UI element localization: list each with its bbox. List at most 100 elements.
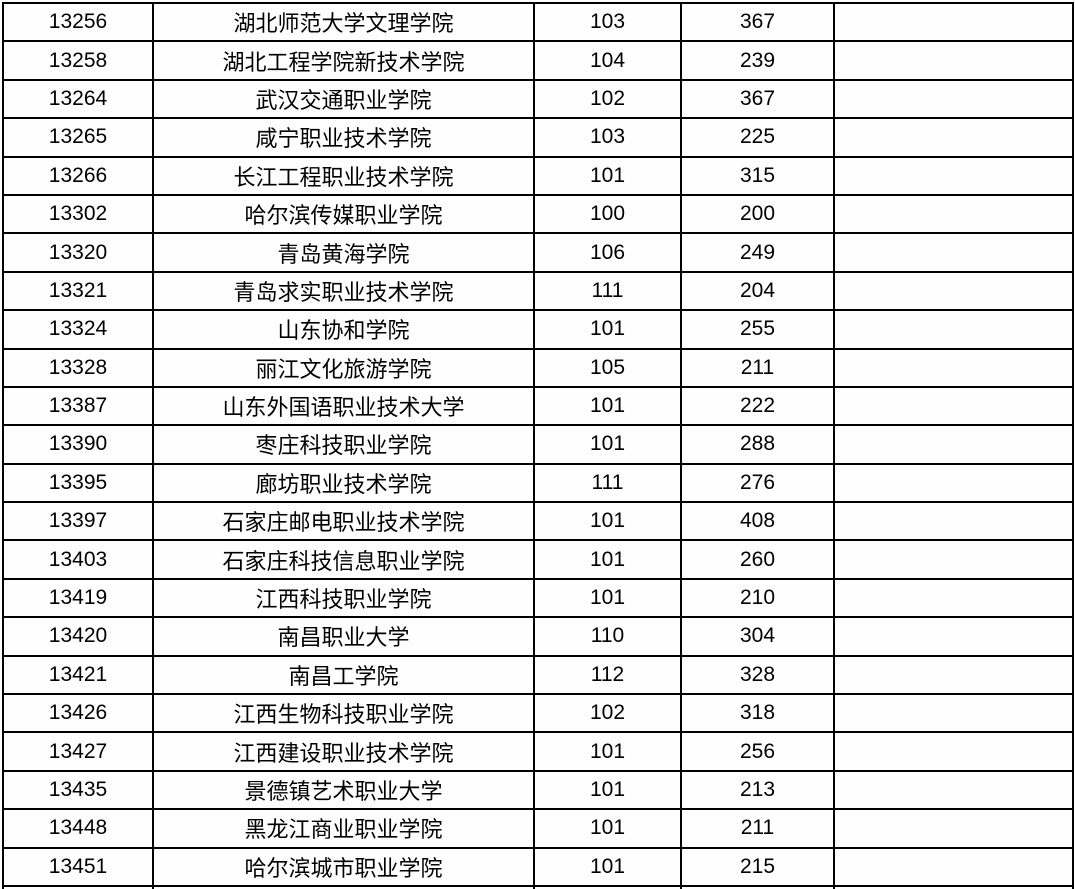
cell-empty bbox=[833, 40, 1074, 81]
cell-empty bbox=[833, 270, 1074, 312]
cell-college-code: 13256 bbox=[2, 1, 154, 43]
cell-value-2: 211 bbox=[680, 808, 835, 849]
cell-value-2: 304 bbox=[680, 616, 835, 657]
cell-empty bbox=[833, 731, 1074, 772]
cell-college-name: 山东协和学院 bbox=[152, 309, 535, 350]
table-row: 13265 咸宁职业技术学院 103 225 bbox=[2, 117, 1074, 158]
cell-college-code: 13420 bbox=[2, 616, 154, 657]
cell-college-code: 13421 bbox=[2, 654, 154, 696]
cell-value-1: 105 bbox=[533, 347, 682, 388]
table-row: 13448 黑龙江商业职业学院 101 211 bbox=[2, 808, 1074, 849]
cell-empty bbox=[833, 616, 1074, 657]
cell-college-name bbox=[152, 884, 535, 889]
cell-value-2: 315 bbox=[680, 155, 835, 196]
cell-college-name: 丽江文化旅游学院 bbox=[152, 347, 535, 388]
cell-college-name: 景德镇艺术职业大学 bbox=[152, 769, 535, 811]
cell-value-2: 204 bbox=[680, 270, 835, 312]
cell-empty bbox=[833, 385, 1074, 427]
cell-college-name: 南昌职业大学 bbox=[152, 616, 535, 657]
table-row: 13258 湖北工程学院新技术学院 104 239 bbox=[2, 40, 1074, 81]
cell-value-1: 104 bbox=[533, 40, 682, 81]
table-row: 13302 哈尔滨传媒职业学院 100 200 bbox=[2, 193, 1074, 235]
cell-college-name: 江西生物科技职业学院 bbox=[152, 693, 535, 734]
cell-college-code: 13426 bbox=[2, 693, 154, 734]
cell-college-code: 13387 bbox=[2, 385, 154, 427]
cell-value-1: 101 bbox=[533, 846, 682, 887]
cell-college-code: 13427 bbox=[2, 731, 154, 772]
cell-value-1: 101 bbox=[533, 577, 682, 619]
table-row: 13387 山东外国语职业技术大学 101 222 bbox=[2, 385, 1074, 427]
cell-value-1: 101 bbox=[533, 309, 682, 350]
table-row: 13397 石家庄邮电职业技术学院 101 408 bbox=[2, 501, 1074, 542]
table-row: 13421 南昌工学院 112 328 bbox=[2, 654, 1074, 696]
cell-college-name: 湖北师范大学文理学院 bbox=[152, 1, 535, 43]
cell-college-code: 13419 bbox=[2, 577, 154, 619]
cell-value-1: 110 bbox=[533, 616, 682, 657]
cell-college-code: 13321 bbox=[2, 270, 154, 312]
cell-value-1: 111 bbox=[533, 462, 682, 504]
cell-value-1: 106 bbox=[533, 232, 682, 273]
cell-value-1: 111 bbox=[533, 270, 682, 312]
cell-college-name: 长江工程职业技术学院 bbox=[152, 155, 535, 196]
cell-college-name: 黑龙江商业职业学院 bbox=[152, 808, 535, 849]
cell-value-2: 255 bbox=[680, 309, 835, 350]
table-row: 13426 江西生物科技职业学院 102 318 bbox=[2, 693, 1074, 734]
cell-college-name: 青岛黄海学院 bbox=[152, 232, 535, 273]
table-row-partial bbox=[2, 884, 1074, 889]
cell-college-name: 枣庄科技职业学院 bbox=[152, 424, 535, 465]
cell-value-2: 211 bbox=[680, 347, 835, 388]
cell-value-2: 256 bbox=[680, 731, 835, 772]
table-row: 13324 山东协和学院 101 255 bbox=[2, 309, 1074, 350]
cell-value-1 bbox=[533, 884, 682, 889]
table-row: 13264 武汉交通职业学院 102 367 bbox=[2, 78, 1074, 120]
table-row: 13419 江西科技职业学院 101 210 bbox=[2, 577, 1074, 619]
cell-value-2: 225 bbox=[680, 117, 835, 158]
cell-college-name: 湖北工程学院新技术学院 bbox=[152, 40, 535, 81]
table-row: 13266 长江工程职业技术学院 101 315 bbox=[2, 155, 1074, 196]
cell-college-name: 廊坊职业技术学院 bbox=[152, 462, 535, 504]
table-row: 13328 丽江文化旅游学院 105 211 bbox=[2, 347, 1074, 388]
cell-college-name: 山东外国语职业技术大学 bbox=[152, 385, 535, 427]
cell-empty bbox=[833, 462, 1074, 504]
cell-value-2: 408 bbox=[680, 501, 835, 542]
cell-college-name: 石家庄邮电职业技术学院 bbox=[152, 501, 535, 542]
cell-value-1: 101 bbox=[533, 385, 682, 427]
cell-empty bbox=[833, 78, 1074, 120]
cell-college-name: 哈尔滨城市职业学院 bbox=[152, 846, 535, 887]
cell-value-2: 200 bbox=[680, 193, 835, 235]
table-row: 13320 青岛黄海学院 106 249 bbox=[2, 232, 1074, 273]
table-row: 13403 石家庄科技信息职业学院 101 260 bbox=[2, 539, 1074, 580]
cell-empty bbox=[833, 846, 1074, 887]
cell-value-2: 249 bbox=[680, 232, 835, 273]
cell-empty bbox=[833, 117, 1074, 158]
cell-college-code: 13328 bbox=[2, 347, 154, 388]
cell-value-1: 101 bbox=[533, 808, 682, 849]
cell-empty bbox=[833, 501, 1074, 542]
cell-value-1: 102 bbox=[533, 693, 682, 734]
cell-empty bbox=[833, 309, 1074, 350]
cell-value-2: 239 bbox=[680, 40, 835, 81]
cell-value-1: 103 bbox=[533, 1, 682, 43]
cell-empty bbox=[833, 424, 1074, 465]
cell-empty bbox=[833, 693, 1074, 734]
cell-value-2: 213 bbox=[680, 769, 835, 811]
table-row: 13321 青岛求实职业技术学院 111 204 bbox=[2, 270, 1074, 312]
cell-college-code: 13395 bbox=[2, 462, 154, 504]
cell-value-2: 215 bbox=[680, 846, 835, 887]
cell-value-2 bbox=[680, 884, 835, 889]
cell-college-code: 13403 bbox=[2, 539, 154, 580]
cell-value-2: 318 bbox=[680, 693, 835, 734]
cell-empty bbox=[833, 232, 1074, 273]
cell-college-code: 13324 bbox=[2, 309, 154, 350]
cell-college-code bbox=[2, 884, 154, 889]
cell-empty bbox=[833, 654, 1074, 696]
cell-empty bbox=[833, 193, 1074, 235]
cell-value-1: 103 bbox=[533, 117, 682, 158]
cell-value-1: 100 bbox=[533, 193, 682, 235]
cell-empty bbox=[833, 577, 1074, 619]
cell-college-code: 13265 bbox=[2, 117, 154, 158]
cell-value-2: 222 bbox=[680, 385, 835, 427]
